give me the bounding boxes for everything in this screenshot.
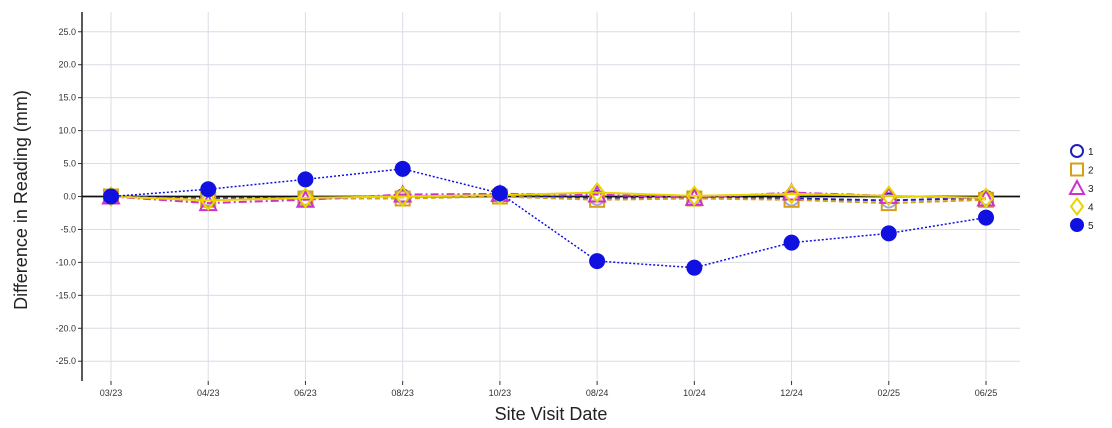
marker-5 [297, 171, 314, 188]
marker-5 [103, 188, 119, 205]
marker-5 [686, 259, 703, 276]
legend-item-1: 1 [1070, 144, 1094, 158]
x-tick-label: 08/23 [391, 388, 414, 398]
x-tick-label: 06/25 [975, 388, 998, 398]
y-tick-label: 20.0 [58, 60, 76, 70]
x-tick-label: 04/23 [197, 388, 220, 398]
marker-4 [588, 181, 606, 204]
y-tick-label: -25.0 [55, 356, 76, 366]
series-1 [103, 187, 994, 209]
y-axis-title: Difference in Reading (mm) [11, 90, 31, 310]
marker-4 [199, 189, 217, 212]
x-tick-label: 03/23 [100, 388, 123, 398]
legend-item-5: 5 [1070, 218, 1094, 232]
legend-item-3: 3 [1068, 178, 1094, 195]
marker-4 [297, 187, 314, 209]
marker-legend-3 [1068, 178, 1086, 195]
x-tick-label: 10/23 [489, 388, 512, 398]
marker-legend-2 [1070, 162, 1084, 177]
marker-3 [781, 182, 802, 201]
x-tick-label: 02/25 [878, 388, 901, 398]
y-tick-label: 25.0 [58, 27, 76, 37]
legend: 1 2 3 4 5 [1068, 144, 1094, 232]
marker-5 [394, 160, 411, 177]
marker-4 [880, 185, 898, 207]
x-tick-label: 12/24 [780, 388, 803, 398]
series-group [101, 160, 996, 276]
legend-label: 4 [1088, 203, 1094, 214]
legend-item-2: 2 [1070, 162, 1094, 177]
marker-5 [200, 181, 217, 198]
marker-4 [394, 185, 411, 208]
y-tick-label: 5.0 [63, 159, 76, 169]
series-line-5 [110, 168, 987, 269]
x-tick-label: 08/24 [586, 388, 609, 398]
y-tick-label: -15.0 [55, 290, 76, 300]
y-tick-label: 10.0 [58, 126, 76, 136]
marker-5 [978, 209, 994, 226]
series-4 [102, 181, 995, 212]
legend-label: 5 [1088, 221, 1094, 232]
legend-label: 3 [1088, 184, 1094, 195]
y-tick-label: 15.0 [58, 93, 76, 103]
x-axis-title: Site Visit Date [495, 404, 608, 424]
legend-label: 1 [1088, 147, 1094, 158]
marker-5 [491, 185, 508, 202]
series-5 [103, 160, 994, 276]
marker-5 [783, 234, 800, 251]
legend-label: 2 [1088, 166, 1094, 177]
axes: 25.0 20.0 15.0 10.0 5.0 0.0 -5.0 -10.0 -15.0 -20.… [55, 12, 1020, 398]
marker-4 [977, 187, 995, 209]
marker-5 [589, 253, 606, 270]
marker-4 [783, 183, 800, 205]
series-line-4 [110, 191, 987, 202]
legend-item-4: 4 [1069, 196, 1094, 217]
y-tick-label: -20.0 [55, 323, 76, 333]
x-tick-label: 10/24 [683, 388, 706, 398]
x-tick-label: 06/23 [294, 388, 317, 398]
marker-legend-1 [1070, 144, 1084, 158]
marker-5 [880, 225, 897, 242]
y-tick-label: -5.0 [60, 224, 76, 234]
marker-4 [686, 185, 703, 207]
marker-legend-4 [1069, 196, 1085, 217]
y-tick-label: -10.0 [55, 257, 76, 267]
marker-legend-5 [1070, 218, 1084, 232]
y-tick-label: 0.0 [63, 192, 76, 202]
